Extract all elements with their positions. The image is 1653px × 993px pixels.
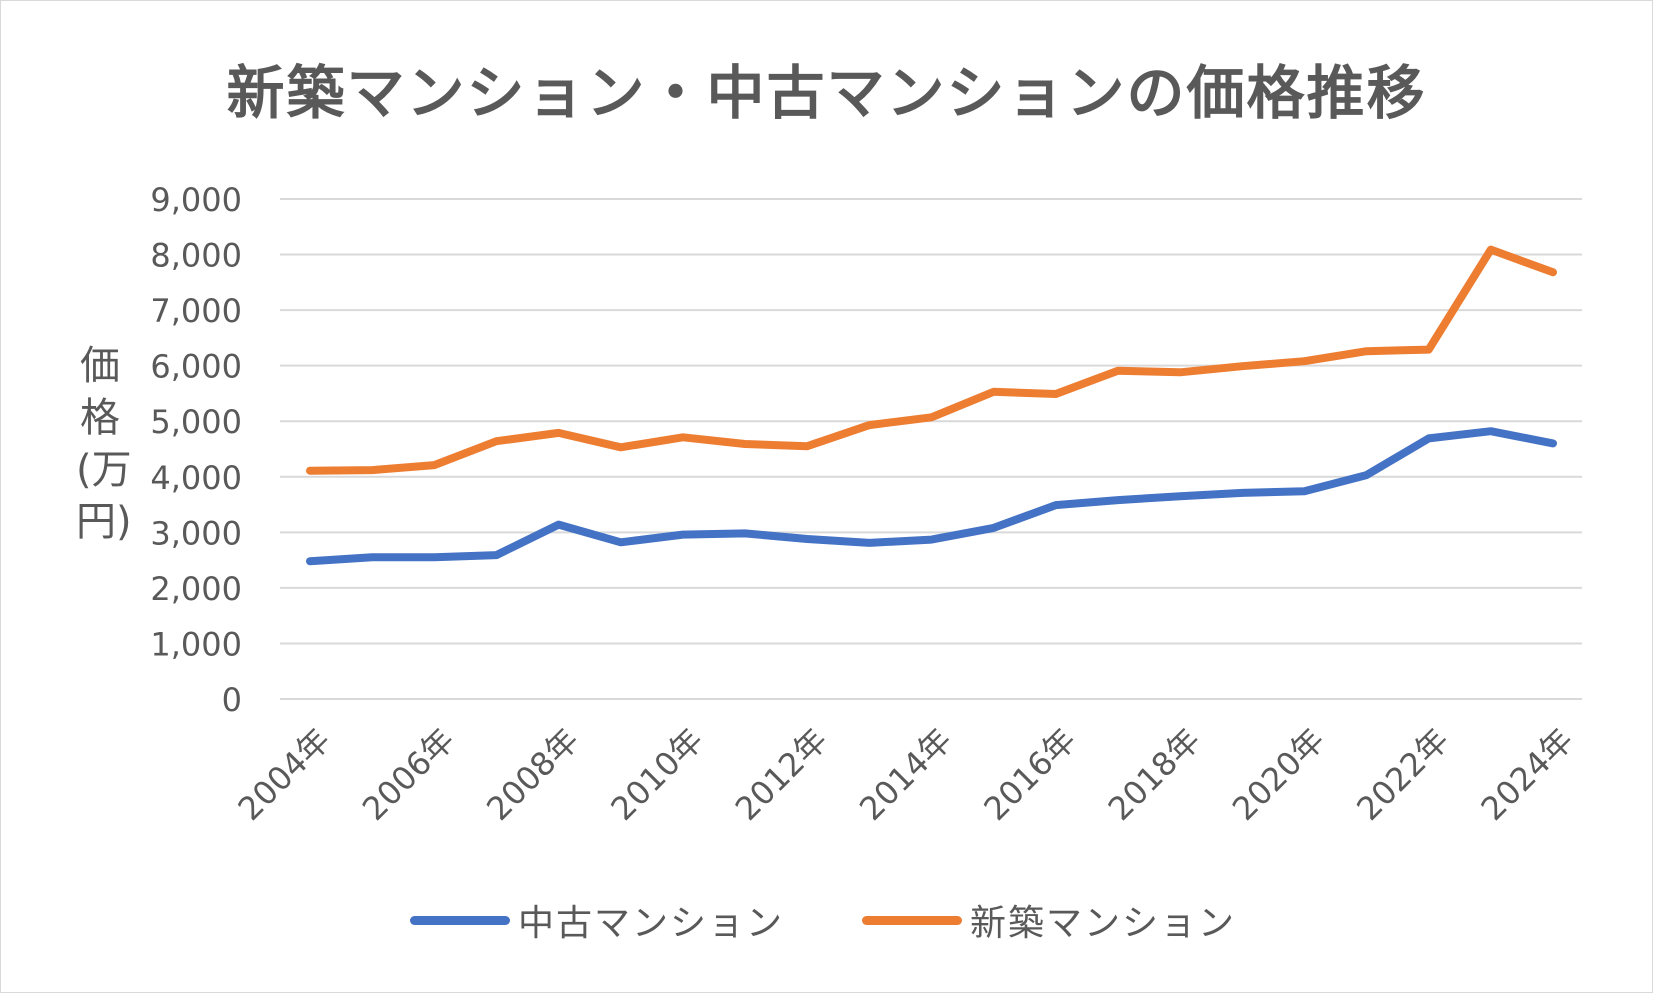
y-tick-label: 1,000	[150, 625, 242, 663]
y-tick-label: 4,000	[150, 459, 242, 497]
x-tick-label: 2008年	[479, 721, 586, 828]
y-tick-label: 5,000	[150, 403, 242, 441]
y-axis-label-part: 格	[80, 395, 120, 441]
y-tick-label: 7,000	[150, 292, 242, 330]
x-tick-label: 2006年	[355, 721, 462, 828]
y-axis-label-part: 円)	[76, 499, 132, 545]
y-tick-label: 8,000	[150, 237, 242, 275]
x-tick-label: 2004年	[231, 721, 338, 828]
legend-label-used: 中古マンション	[518, 903, 785, 944]
legend: 中古マンション 新築マンション	[0, 895, 1653, 945]
y-tick-labels: 0 1,000 2,000 3,000 4,000 5,000 6,000 7,000 8,00…	[150, 181, 242, 719]
x-tick-label: 2024年	[1474, 721, 1581, 828]
x-tick-labels: 2004年 2006年 2008年 2010年 2012年 2014年 2016年 2018年…	[231, 721, 1581, 828]
y-tick-label: 6,000	[150, 348, 242, 386]
legend-label-new: 新築マンション	[970, 903, 1237, 944]
series-line-used	[306, 427, 1557, 566]
y-tick-label: 2,000	[150, 570, 242, 608]
series-line-new	[306, 245, 1557, 475]
x-tick-label: 2016年	[976, 721, 1083, 828]
x-tick-label: 2012年	[728, 721, 835, 828]
x-tick-label: 2020年	[1225, 721, 1332, 828]
legend-item-new: 新築マンション	[862, 895, 1236, 945]
y-tick-label: 9,000	[150, 181, 242, 219]
x-tick-label: 2022年	[1349, 721, 1456, 828]
series-lines	[306, 245, 1557, 566]
y-axis-label-part: 価	[80, 343, 120, 389]
y-tick-label: 0	[222, 681, 242, 719]
y-axis-label: 価 格 (万 円)	[76, 340, 132, 548]
legend-swatch-new	[862, 915, 962, 925]
chart-title: 新築マンション・中古マンションの価格推移	[226, 59, 1427, 127]
legend-item-used: 中古マンション	[410, 895, 784, 945]
legend-swatch-used	[410, 915, 510, 925]
x-tick-label: 2010年	[603, 721, 710, 828]
y-axis-label-part: (万	[76, 447, 132, 493]
x-tick-label: 2014年	[852, 721, 959, 828]
y-tick-label: 3,000	[150, 514, 242, 552]
x-tick-label: 2018年	[1101, 721, 1208, 828]
gridlines	[280, 198, 1582, 700]
